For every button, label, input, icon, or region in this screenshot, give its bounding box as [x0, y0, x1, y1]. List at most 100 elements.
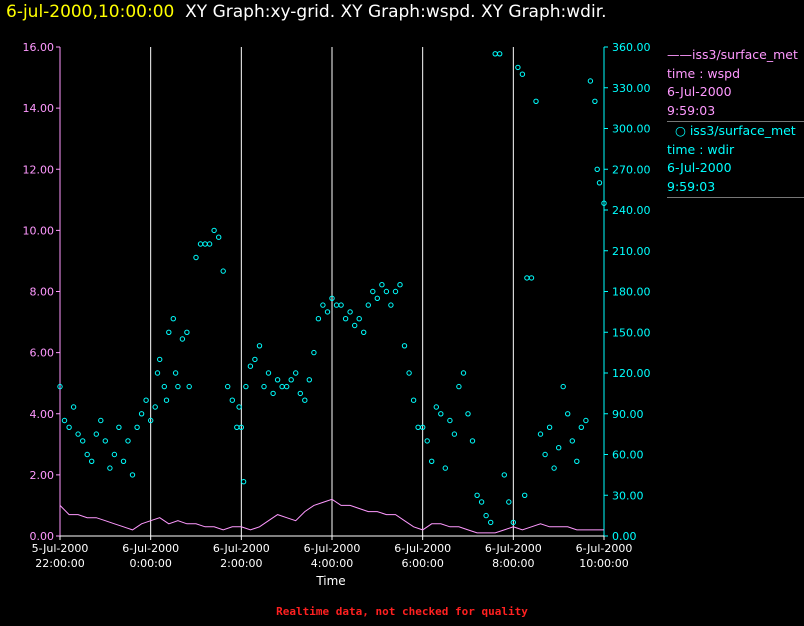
- x-tick-date: 6-Jul-2000: [576, 542, 633, 555]
- x-tick-date: 6-Jul-2000: [213, 542, 270, 555]
- wdir-point: [163, 397, 170, 403]
- wdir-point: [175, 383, 181, 390]
- wdir-point: [70, 404, 77, 410]
- wdir-point: [89, 458, 95, 464]
- wdir-point: [111, 451, 118, 458]
- wdir-point: [406, 370, 412, 376]
- wdir-point: [143, 397, 149, 403]
- wdir-point: [202, 241, 208, 247]
- wdir-point: [569, 438, 575, 444]
- wdir-point: [420, 424, 426, 430]
- left-tick-label: 8.00: [30, 286, 55, 299]
- wspd-line: [59, 498, 604, 534]
- wdir-point: [478, 499, 485, 505]
- wdir-point: [220, 268, 226, 274]
- wdir-point: [206, 241, 213, 247]
- wdir-point: [356, 316, 362, 322]
- wdir-point: [243, 383, 249, 390]
- right-tick-label: 210.00: [612, 245, 651, 258]
- x-tick-date: 6-Jul-2000: [304, 542, 361, 555]
- x-tick-date: 6-Jul-2000: [485, 542, 542, 555]
- left-tick-label: 12.00: [23, 163, 55, 176]
- wdir-point: [587, 78, 594, 84]
- wdir-point: [261, 383, 267, 390]
- legend-line-symbol: ——: [667, 47, 692, 62]
- wdir-point: [415, 424, 421, 430]
- right-tick-label: 360.00: [612, 41, 651, 54]
- wdir-point: [542, 451, 548, 458]
- wdir-point: [129, 472, 136, 478]
- wdir-point: [565, 411, 571, 417]
- wdir-point: [256, 343, 263, 349]
- wdir-point: [154, 370, 161, 376]
- x-axis-ticks: 5-Jul-2000 22:00:00 6-Jul-2000 0:00:00 6-Jul…: [32, 536, 633, 570]
- wdir-point: [522, 492, 528, 498]
- wdir-point: [515, 64, 521, 71]
- legend-var: time : wspd: [667, 65, 741, 81]
- left-tick-label: 10.00: [23, 224, 55, 237]
- wdir-point: [497, 51, 503, 57]
- wdir-point: [556, 445, 562, 451]
- wdir-point: [519, 71, 526, 77]
- wdir-point: [374, 295, 380, 301]
- wdir-point: [161, 383, 168, 390]
- legend-separator: [667, 121, 804, 122]
- legend-source: iss3/surface_met: [692, 47, 798, 62]
- x-tick-time: 6:00:00: [401, 557, 443, 570]
- wdir-point: [365, 302, 371, 308]
- legend-date: 6-Jul-2000: [667, 160, 732, 175]
- legend-time: 9:59:03: [667, 178, 716, 194]
- wdir-point: [274, 377, 281, 383]
- wdir-point: [333, 302, 340, 308]
- wdir-point: [107, 465, 113, 471]
- wdir-point: [460, 370, 467, 376]
- wdir-point: [80, 438, 86, 444]
- wdir-point: [352, 322, 358, 329]
- wdir-point: [166, 329, 172, 335]
- x-tick-date: 5-Jul-2000: [32, 542, 89, 555]
- wdir-point: [401, 343, 408, 349]
- wdir-point: [551, 465, 557, 471]
- wdir-point: [138, 411, 145, 417]
- wdir-point: [306, 377, 312, 383]
- wdir-point: [583, 417, 589, 424]
- right-axis-ticks: 0.00 30.00 60.00 90.00 120.00 150.00 180.00 210…: [604, 41, 651, 543]
- legend-entry-wspd: ——iss3/surface_met time : wspd 6-Jul-200…: [664, 46, 804, 122]
- legend-circle-symbol: ○: [667, 123, 690, 138]
- right-tick-label: 60.00: [612, 449, 644, 462]
- wdir-point: [342, 316, 349, 322]
- wdir-point: [152, 404, 158, 410]
- wdir-point: [125, 438, 131, 444]
- wdir-point: [186, 383, 192, 390]
- wdir-point: [324, 309, 331, 315]
- wdir-point: [170, 316, 177, 322]
- wdir-point: [442, 465, 448, 471]
- wdir-point: [211, 227, 217, 234]
- wdir-point: [284, 383, 290, 390]
- right-tick-label: 300.00: [612, 123, 651, 136]
- wdir-point: [338, 302, 344, 308]
- x-tick-date: 6-Jul-2000: [122, 542, 179, 555]
- x-tick-time: 22:00:00: [35, 557, 84, 570]
- grid-lines: [150, 47, 605, 536]
- right-tick-label: 270.00: [612, 163, 651, 176]
- wdir-point: [288, 377, 294, 383]
- right-tick-label: 120.00: [612, 367, 651, 380]
- legend-time: 9:59:03: [667, 102, 716, 118]
- wdir-point: [302, 397, 308, 403]
- wdir-point: [388, 302, 394, 308]
- wdir-point: [279, 383, 285, 390]
- right-tick-label: 240.00: [612, 204, 651, 217]
- legend-entry-wdir: ○ iss3/surface_met time : wdir 6-Jul-200…: [664, 122, 804, 198]
- wdir-point: [311, 349, 317, 356]
- wdir-point: [329, 295, 335, 301]
- wdir-point: [560, 383, 566, 390]
- wdir-point: [157, 356, 163, 363]
- wdir-point: [370, 288, 376, 295]
- series-wspd: [59, 498, 604, 534]
- right-tick-label: 90.00: [612, 408, 644, 421]
- wdir-point: [469, 438, 476, 444]
- legend-date: 6-Jul-2000: [667, 84, 732, 99]
- wdir-point: [57, 383, 63, 390]
- legend: ——iss3/surface_met time : wspd 6-Jul-200…: [664, 46, 804, 198]
